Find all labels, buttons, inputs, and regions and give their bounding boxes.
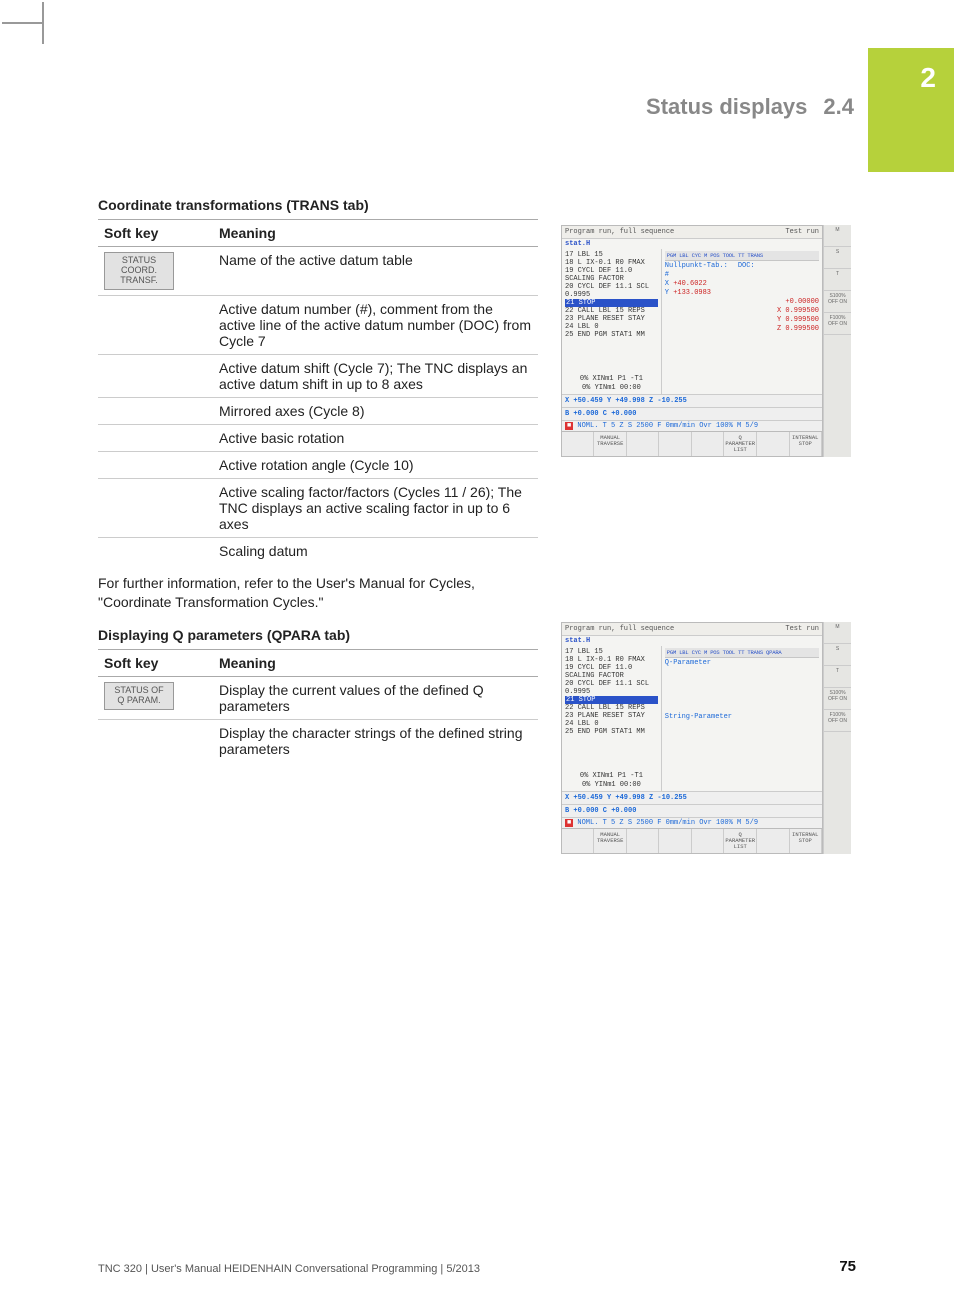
cnc-softkey-bar: MANUAL TRAVERSE Q PARAMETER LIST INTERNA… xyxy=(562,431,822,456)
side-btn[interactable]: T xyxy=(824,269,851,291)
cnc-softkey[interactable]: INTERNAL STOP xyxy=(790,432,822,456)
header-section: 2.4 xyxy=(823,94,854,120)
meaning-cell: Mirrored axes (Cycle 8) xyxy=(213,397,538,424)
side-btn[interactable]: S xyxy=(824,644,851,666)
trans-table: Soft key Meaning STATUS COORD. TRANSF. N… xyxy=(98,219,538,564)
meaning-cell: Active rotation angle (Cycle 10) xyxy=(213,451,538,478)
page-number: 75 xyxy=(839,1258,856,1275)
cnc-program-name: stat.H xyxy=(562,636,822,646)
cnc-program-listing: 17 LBL 15 18 L IX-0.1 R0 FMAX 19 CYCL DE… xyxy=(562,249,661,394)
side-btn[interactable]: S xyxy=(824,247,851,269)
cnc-screenshot-trans: Program run, full sequence Test run stat… xyxy=(561,225,851,457)
cnc-status-line: ■ NOML. T 5 Z S 2500 F 0mm/min Ovr 100% … xyxy=(562,420,822,431)
cnc-side-buttons: M S T S100% OFF ON F100% OFF ON xyxy=(823,225,851,457)
qpara-table: Soft key Meaning STATUS OF Q PARAM. Disp… xyxy=(98,649,538,762)
cnc-program-listing: 17 LBL 15 18 L IX-0.1 R0 FMAX 19 CYCL DE… xyxy=(562,646,661,791)
cnc-softkey[interactable]: INTERNAL STOP xyxy=(790,829,822,853)
softkey-cell: STATUS OF Q PARAM. xyxy=(98,677,213,720)
cnc-coordinates: X +50.459 Y +49.998 Z -10.255 xyxy=(562,791,822,804)
cnc-title-bar: Program run, full sequence Test run xyxy=(562,623,822,636)
cnc-softkey[interactable] xyxy=(692,829,724,853)
page-footer: TNC 320 | User's Manual HEIDENHAIN Conve… xyxy=(98,1263,480,1275)
th-meaning: Meaning xyxy=(213,650,538,677)
side-btn[interactable]: M xyxy=(824,622,851,644)
cnc-qpara-panel: PGM LBL CYC M POS TOOL TT TRANS QPARA Q-… xyxy=(661,646,822,791)
meaning-cell: Active datum number (#), comment from th… xyxy=(213,295,538,354)
cnc-coordinates: X +50.459 Y +49.998 Z -10.255 xyxy=(562,394,822,407)
cnc-screenshot-qpara: Program run, full sequence Test run stat… xyxy=(561,622,851,854)
cnc-softkey[interactable] xyxy=(627,432,659,456)
cnc-softkey[interactable]: Q PARAMETER LIST xyxy=(724,432,757,456)
meaning-cell: Active scaling factor/factors (Cycles 11… xyxy=(213,478,538,537)
meaning-cell: Display the current values of the define… xyxy=(213,677,538,720)
side-btn[interactable]: F100% OFF ON xyxy=(824,710,851,732)
page-header: Status displays 2.4 xyxy=(646,94,854,120)
header-title: Status displays xyxy=(646,94,807,120)
cnc-softkey[interactable] xyxy=(562,432,594,456)
section1-title: Coordinate transformations (TRANS tab) xyxy=(98,197,854,213)
side-btn[interactable]: S100% OFF ON xyxy=(824,291,851,313)
cnc-softkey[interactable] xyxy=(659,432,691,456)
cnc-tabbar[interactable]: PGM LBL CYC M POS TOOL TT TRANS xyxy=(665,251,819,261)
section1-footnote: For further information, refer to the Us… xyxy=(98,574,538,612)
cnc-softkey-bar: MANUAL TRAVERSE Q PARAMETER LIST INTERNA… xyxy=(562,828,822,853)
cnc-trans-panel: PGM LBL CYC M POS TOOL TT TRANS Nullpunk… xyxy=(661,249,822,394)
side-btn[interactable]: F100% OFF ON xyxy=(824,313,851,335)
side-btn[interactable]: S100% OFF ON xyxy=(824,688,851,710)
cnc-side-buttons: M S T S100% OFF ON F100% OFF ON xyxy=(823,622,851,854)
cnc-softkey[interactable] xyxy=(659,829,691,853)
cnc-title-bar: Program run, full sequence Test run xyxy=(562,226,822,239)
cnc-softkey[interactable] xyxy=(562,829,594,853)
softkey-status-of-qparam[interactable]: STATUS OF Q PARAM. xyxy=(104,682,174,710)
meaning-cell: Scaling datum xyxy=(213,537,538,564)
cnc-softkey[interactable] xyxy=(757,432,789,456)
cnc-softkey[interactable] xyxy=(627,829,659,853)
cnc-tabbar[interactable]: PGM LBL CYC M POS TOOL TT TRANS QPARA xyxy=(665,648,819,658)
cnc-status-line: ■ NOML. T 5 Z S 2500 F 0mm/min Ovr 100% … xyxy=(562,817,822,828)
side-btn[interactable]: M xyxy=(824,225,851,247)
cnc-softkey[interactable] xyxy=(692,432,724,456)
meaning-cell: Active basic rotation xyxy=(213,424,538,451)
chapter-number: 2 xyxy=(920,62,936,94)
th-meaning: Meaning xyxy=(213,220,538,247)
meaning-cell: Name of the active datum table xyxy=(213,247,538,296)
cnc-program-name: stat.H xyxy=(562,239,822,249)
th-softkey: Soft key xyxy=(98,650,213,677)
cnc-softkey[interactable]: MANUAL TRAVERSE xyxy=(594,829,626,853)
meaning-cell: Active datum shift (Cycle 7); The TNC di… xyxy=(213,354,538,397)
softkey-status-coord-transf[interactable]: STATUS COORD. TRANSF. xyxy=(104,252,174,290)
softkey-cell: STATUS COORD. TRANSF. xyxy=(98,247,213,296)
meaning-cell: Display the character strings of the def… xyxy=(213,720,538,763)
chapter-tab: 2 xyxy=(868,48,954,172)
crop-mark-top xyxy=(2,22,44,24)
cnc-softkey[interactable]: Q PARAMETER LIST xyxy=(724,829,757,853)
crop-mark-left xyxy=(42,2,44,44)
cnc-softkey[interactable]: MANUAL TRAVERSE xyxy=(594,432,626,456)
side-btn[interactable]: T xyxy=(824,666,851,688)
cnc-softkey[interactable] xyxy=(757,829,789,853)
th-softkey: Soft key xyxy=(98,220,213,247)
